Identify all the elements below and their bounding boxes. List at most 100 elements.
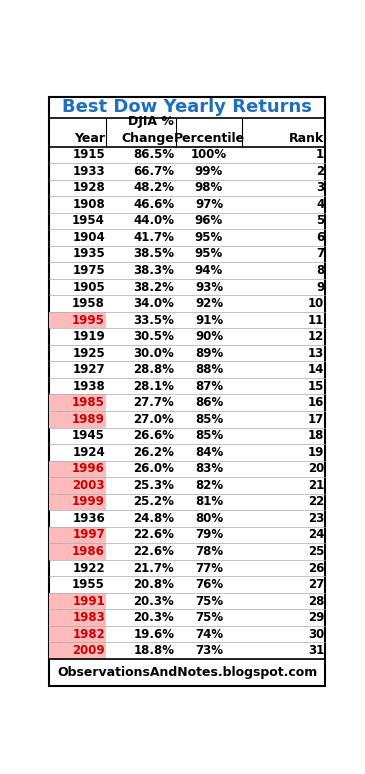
Text: 77%: 77% <box>195 561 223 574</box>
Text: DJIA %: DJIA % <box>128 115 174 128</box>
Text: Rank: Rank <box>289 132 324 145</box>
Text: 12: 12 <box>308 330 324 343</box>
Text: 15: 15 <box>308 380 324 392</box>
Text: 76%: 76% <box>195 578 223 591</box>
Text: 75%: 75% <box>195 611 223 624</box>
Text: 9: 9 <box>316 280 324 293</box>
Text: 34.0%: 34.0% <box>134 297 174 310</box>
Text: 75%: 75% <box>195 594 223 608</box>
Text: 44.0%: 44.0% <box>133 214 174 228</box>
Bar <box>49 312 107 328</box>
Text: 20.8%: 20.8% <box>134 578 174 591</box>
Text: 82%: 82% <box>195 479 223 492</box>
Text: 2: 2 <box>316 165 324 178</box>
Text: 26.6%: 26.6% <box>133 430 174 442</box>
Text: 8: 8 <box>316 264 324 277</box>
Text: 16: 16 <box>308 396 324 409</box>
Text: 1995: 1995 <box>72 313 105 327</box>
Text: 1985: 1985 <box>72 396 105 409</box>
Text: 1922: 1922 <box>72 561 105 574</box>
Text: 83%: 83% <box>195 462 223 475</box>
Text: 66.7%: 66.7% <box>133 165 174 178</box>
Text: 84%: 84% <box>195 446 223 459</box>
Text: 1935: 1935 <box>72 248 105 261</box>
Text: 100%: 100% <box>191 149 227 161</box>
Text: 1945: 1945 <box>72 430 105 442</box>
Text: 48.2%: 48.2% <box>133 181 174 194</box>
Text: 5: 5 <box>316 214 324 228</box>
Bar <box>49 494 107 510</box>
Text: 21.7%: 21.7% <box>134 561 174 574</box>
Text: Change: Change <box>122 132 174 145</box>
Text: 1933: 1933 <box>72 165 105 178</box>
Text: 89%: 89% <box>195 347 223 360</box>
Text: 1908: 1908 <box>72 198 105 211</box>
Text: 1954: 1954 <box>72 214 105 228</box>
Text: 2009: 2009 <box>72 644 105 657</box>
Bar <box>49 593 107 609</box>
Text: 86.5%: 86.5% <box>133 149 174 161</box>
Text: 26.0%: 26.0% <box>134 462 174 475</box>
Text: 1905: 1905 <box>72 280 105 293</box>
Text: 97%: 97% <box>195 198 223 211</box>
Text: 1999: 1999 <box>72 495 105 509</box>
Bar <box>49 626 107 642</box>
Text: 7: 7 <box>316 248 324 261</box>
Text: 96%: 96% <box>195 214 223 228</box>
Text: 1991: 1991 <box>72 594 105 608</box>
Text: 2003: 2003 <box>73 479 105 492</box>
Text: 95%: 95% <box>195 231 223 244</box>
Text: 1904: 1904 <box>72 231 105 244</box>
Text: 14: 14 <box>308 363 324 376</box>
Text: 28.8%: 28.8% <box>133 363 174 376</box>
Text: 1958: 1958 <box>72 297 105 310</box>
Text: 1915: 1915 <box>72 149 105 161</box>
Text: 73%: 73% <box>195 644 223 657</box>
Text: ObservationsAndNotes.blogspot.com: ObservationsAndNotes.blogspot.com <box>57 666 317 679</box>
Text: 24: 24 <box>308 529 324 542</box>
Bar <box>49 609 107 626</box>
Text: 26: 26 <box>308 561 324 574</box>
Text: 80%: 80% <box>195 512 223 525</box>
Text: 33.5%: 33.5% <box>134 313 174 327</box>
Text: 29: 29 <box>308 611 324 624</box>
Text: 24.8%: 24.8% <box>133 512 174 525</box>
Text: 1927: 1927 <box>72 363 105 376</box>
Text: 18.8%: 18.8% <box>133 644 174 657</box>
Text: 79%: 79% <box>195 529 223 542</box>
Text: 1938: 1938 <box>72 380 105 392</box>
Text: 11: 11 <box>308 313 324 327</box>
Text: 94%: 94% <box>195 264 223 277</box>
Text: 1928: 1928 <box>72 181 105 194</box>
Text: 46.6%: 46.6% <box>133 198 174 211</box>
Text: 1997: 1997 <box>72 529 105 542</box>
Bar <box>49 461 107 477</box>
Text: 20.3%: 20.3% <box>134 594 174 608</box>
Text: 30.0%: 30.0% <box>134 347 174 360</box>
Text: 95%: 95% <box>195 248 223 261</box>
Text: 30: 30 <box>308 628 324 641</box>
Text: Best Dow Yearly Returns: Best Dow Yearly Returns <box>62 98 312 116</box>
Text: 17: 17 <box>308 413 324 426</box>
Text: 25.2%: 25.2% <box>134 495 174 509</box>
Text: 1982: 1982 <box>72 628 105 641</box>
Text: 22.6%: 22.6% <box>134 545 174 558</box>
Text: 1924: 1924 <box>72 446 105 459</box>
Text: 23: 23 <box>308 512 324 525</box>
Text: 86%: 86% <box>195 396 223 409</box>
Bar <box>49 543 107 560</box>
Text: 38.5%: 38.5% <box>133 248 174 261</box>
Bar <box>49 411 107 427</box>
Text: 78%: 78% <box>195 545 223 558</box>
Text: 1975: 1975 <box>72 264 105 277</box>
Text: 19.6%: 19.6% <box>133 628 174 641</box>
Text: 28: 28 <box>308 594 324 608</box>
Text: 88%: 88% <box>195 363 223 376</box>
Text: 92%: 92% <box>195 297 223 310</box>
Text: 1983: 1983 <box>72 611 105 624</box>
Text: 85%: 85% <box>195 430 223 442</box>
Text: 20: 20 <box>308 462 324 475</box>
Bar <box>49 395 107 411</box>
Bar <box>49 642 107 659</box>
Text: 1986: 1986 <box>72 545 105 558</box>
